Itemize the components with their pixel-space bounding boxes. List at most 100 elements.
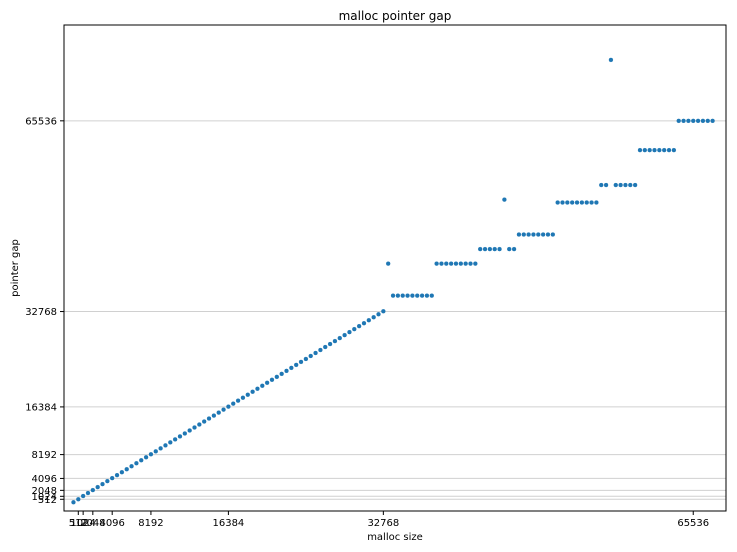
data-point [395, 293, 401, 298]
data-point [434, 261, 439, 266]
data-points [71, 57, 715, 505]
data-point [594, 200, 599, 205]
x-tick-label: 16384 [212, 518, 244, 529]
data-point [540, 232, 546, 237]
data-point [163, 443, 168, 448]
plot-area-frame [63, 24, 727, 512]
data-point [240, 395, 246, 400]
data-point [105, 478, 110, 484]
data-point [143, 455, 149, 460]
data-point [502, 197, 507, 202]
data-point [85, 490, 91, 496]
data-point [415, 293, 420, 298]
data-point [536, 232, 541, 237]
data-point [298, 359, 304, 365]
data-point [632, 182, 638, 188]
data-point [545, 232, 551, 237]
data-point [473, 261, 478, 266]
data-point [197, 422, 202, 427]
data-point [555, 200, 560, 205]
data-point [507, 246, 512, 252]
data-point [110, 475, 115, 481]
chart-title: malloc pointer gap [339, 9, 452, 23]
data-point [468, 261, 473, 266]
data-point [119, 470, 125, 475]
data-point [681, 118, 686, 123]
data-point [453, 261, 459, 266]
data-point [255, 386, 260, 391]
data-point [666, 147, 672, 153]
data-point [511, 246, 517, 252]
data-point [381, 309, 386, 314]
data-point [613, 182, 618, 188]
data-point [260, 383, 265, 388]
data-point [695, 118, 701, 123]
data-point [361, 321, 367, 326]
data-point [628, 182, 633, 188]
data-point [226, 404, 231, 409]
data-point [352, 326, 357, 332]
data-point [550, 232, 555, 237]
data-point [206, 416, 212, 421]
x-tick-label: 65536 [677, 518, 709, 529]
data-point [400, 293, 405, 298]
data-point [676, 118, 681, 123]
data-point [100, 481, 105, 487]
data-point [284, 368, 289, 374]
y-gridlines [64, 120, 726, 500]
data-point [158, 446, 163, 451]
data-point [356, 324, 362, 329]
data-point [294, 362, 299, 368]
x-tick-label: 2048 [80, 518, 105, 529]
data-point [526, 232, 531, 237]
data-point [80, 493, 86, 499]
data-point [531, 232, 536, 237]
data-point [390, 293, 396, 298]
x-tick-label: 512 [69, 518, 88, 529]
data-point [376, 312, 381, 317]
y-tick-label: 2048 [32, 486, 57, 497]
data-point [444, 261, 449, 266]
data-point [202, 419, 207, 424]
data-point [192, 425, 197, 430]
data-point [264, 380, 270, 385]
data-point [599, 182, 604, 188]
y-tick-label: 16384 [25, 402, 57, 413]
data-point [603, 182, 609, 188]
data-point [637, 147, 643, 153]
data-point [497, 246, 502, 252]
data-point [478, 246, 483, 252]
data-point [647, 147, 652, 153]
data-point [168, 440, 173, 445]
y-tick-label: 4096 [32, 474, 57, 485]
data-point [231, 401, 236, 406]
x-tick-label: 1024 [70, 518, 95, 529]
data-point [76, 497, 81, 502]
data-point [691, 118, 696, 123]
data-point [589, 200, 594, 205]
data-point [429, 293, 434, 298]
data-point [134, 461, 139, 466]
data-point [211, 413, 217, 418]
data-point [313, 350, 318, 356]
data-point [584, 200, 589, 205]
x-tick-label: 32768 [367, 518, 399, 529]
data-point [458, 261, 463, 266]
data-point [405, 293, 410, 298]
data-point [139, 458, 144, 463]
data-point [337, 335, 342, 341]
data-point [177, 434, 183, 439]
data-point [114, 473, 120, 478]
data-point [371, 315, 376, 320]
data-point [419, 293, 425, 298]
data-point [318, 347, 323, 353]
data-point [182, 431, 187, 436]
data-point [153, 449, 158, 454]
data-point [71, 500, 76, 505]
data-point [482, 246, 488, 252]
data-point [657, 147, 662, 153]
data-point [671, 147, 677, 153]
data-point [332, 338, 338, 344]
